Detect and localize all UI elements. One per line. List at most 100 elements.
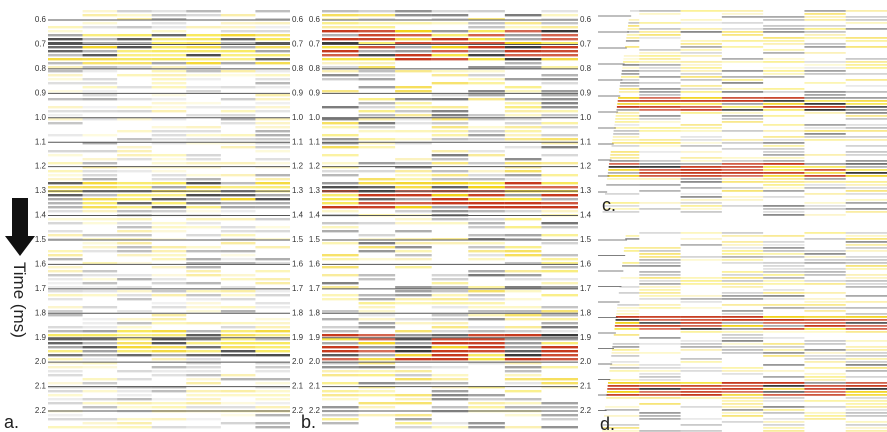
seismic-stripe	[804, 319, 846, 321]
seismic-stripe	[220, 262, 256, 265]
seismic-stripe	[804, 316, 846, 318]
seismic-stripe	[322, 74, 359, 77]
seismic-stripe	[220, 294, 256, 297]
seismic-stripe	[804, 391, 846, 393]
seismic-stripe	[220, 238, 256, 241]
seismic-stripe	[680, 358, 722, 360]
seismic-stripe	[620, 79, 640, 81]
seismic-stripe	[186, 270, 221, 273]
seismic-stripe	[82, 106, 118, 109]
seismic-stripe	[468, 290, 505, 293]
seismic-stripe	[358, 30, 396, 33]
seismic-stripe	[504, 90, 542, 93]
seismic-stripe	[186, 246, 221, 249]
seismic-stripe	[220, 86, 256, 89]
seismic-stripe	[541, 278, 578, 281]
seismic-stripe	[504, 102, 542, 105]
seismic-stripe	[48, 306, 83, 309]
seismic-stripe	[468, 170, 505, 173]
seismic-stripe	[468, 306, 505, 309]
seismic-stripe	[82, 90, 118, 93]
seismic-stripe	[721, 178, 764, 180]
seismic-stripe	[117, 14, 152, 17]
seismic-stripe	[804, 250, 846, 252]
seismic-stripe	[804, 340, 846, 342]
seismic-stripe	[186, 58, 221, 61]
seismic-stripe	[602, 424, 640, 426]
seismic-stripe	[395, 330, 432, 333]
seismic-stripe	[186, 334, 221, 337]
seismic-stripe	[804, 358, 846, 360]
seismic-stripe	[322, 122, 359, 125]
seismic-stripe	[48, 50, 83, 53]
seismic-stripe	[619, 286, 640, 288]
seismic-stripe	[721, 112, 764, 114]
seismic-stripe	[395, 194, 432, 197]
seismic-stripe	[680, 283, 722, 285]
seismic-stripe	[151, 290, 187, 293]
seismic-stripe	[255, 202, 290, 205]
seismic-stripe	[395, 50, 432, 53]
seismic-stripe	[322, 138, 359, 141]
seismic-stripe	[151, 258, 187, 261]
seismic-stripe	[48, 282, 83, 285]
tick-label: 0.7	[580, 40, 592, 49]
seismic-stripe	[255, 34, 290, 37]
seismic-stripe	[151, 346, 187, 349]
seismic-stripe	[48, 30, 83, 33]
seismic-stripe	[680, 418, 722, 420]
seismic-stripe	[395, 122, 432, 125]
seismic-stripe	[721, 34, 764, 36]
seismic-stripe	[763, 256, 805, 258]
tick-label: 1.3	[35, 186, 47, 195]
seismic-stripe	[804, 367, 846, 369]
seismic-stripe	[721, 232, 764, 234]
seismic-stripe	[48, 346, 83, 349]
seismic-stripe	[680, 370, 722, 372]
seismic-stripe	[255, 58, 290, 61]
seismic-stripe	[322, 266, 359, 269]
seismic-stripe	[468, 358, 505, 361]
seismic-stripe	[721, 235, 764, 237]
seismic-stripe	[358, 118, 396, 121]
seismic-stripe	[804, 46, 846, 48]
seismic-stripe	[220, 186, 256, 189]
seismic-stripe	[358, 74, 396, 77]
seismic-stripe	[151, 278, 187, 281]
tick-label: 2.2	[292, 406, 304, 415]
seismic-stripe	[431, 134, 469, 137]
seismic-stripe	[721, 322, 764, 324]
seismic-stripe	[186, 342, 221, 345]
seismic-stripe	[763, 391, 805, 393]
seismic-stripe	[220, 198, 256, 201]
seismic-stripe	[186, 378, 221, 381]
seismic-stripe	[468, 162, 505, 165]
seismic-stripe	[255, 146, 290, 149]
seismic-stripe	[721, 310, 764, 312]
seismic-stripe	[186, 50, 221, 53]
seismic-stripe	[763, 166, 805, 168]
seismic-stripe	[624, 247, 640, 249]
seismic-stripe	[763, 421, 805, 423]
tick-label: 1.4	[580, 211, 592, 220]
tick-label: 1.6	[292, 259, 304, 268]
seismic-stripe	[845, 67, 887, 69]
seismic-stripe	[151, 282, 187, 285]
seismic-stripe	[845, 403, 887, 405]
seismic-stripe	[845, 400, 887, 402]
seismic-stripe	[255, 322, 290, 325]
seismic-stripe	[845, 430, 887, 432]
seismic-stripe	[468, 186, 505, 189]
seismic-stripe	[431, 46, 469, 49]
seismic-stripe	[220, 74, 256, 77]
seismic-stripe	[504, 254, 542, 257]
seismic-stripe	[639, 316, 681, 318]
seismic-stripe	[804, 379, 846, 381]
seismic-stripe	[151, 334, 187, 337]
seismic-stripe	[763, 124, 805, 126]
tick-label: 0.7	[35, 40, 47, 49]
seismic-stripe	[639, 277, 681, 279]
seismic-stripe	[680, 160, 722, 162]
seismic-stripe	[609, 367, 640, 369]
seismic-stripe	[395, 238, 432, 241]
